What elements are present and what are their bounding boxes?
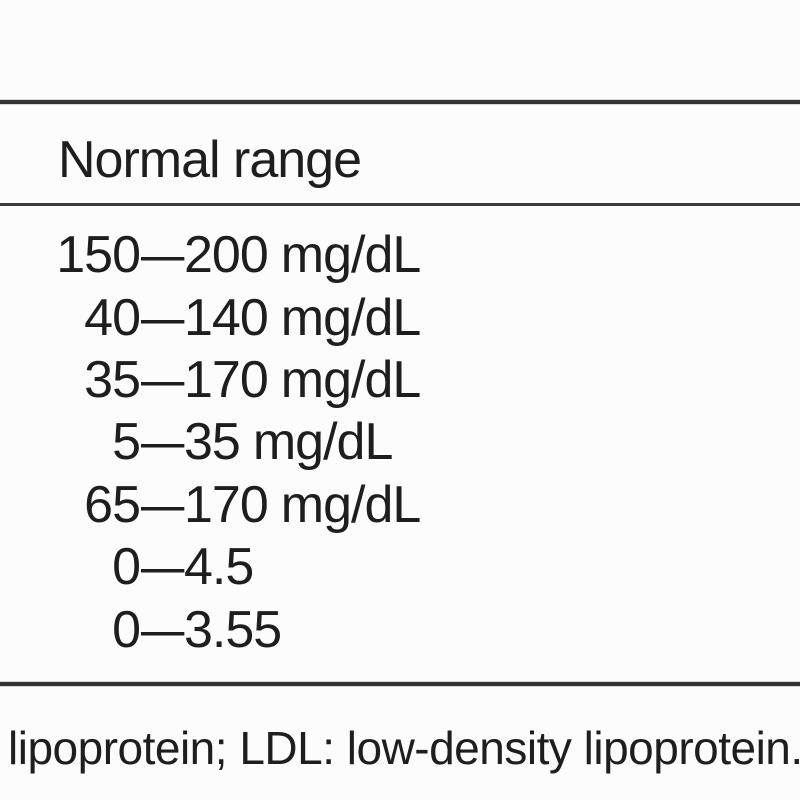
range-low: 40 — [84, 288, 141, 347]
range-dash: – — [141, 475, 184, 534]
table-row: 40 – 140 mg/dL — [0, 286, 800, 348]
range-unit: mg/dL — [280, 288, 422, 347]
range-high: 170 — [184, 350, 269, 409]
range-high: 35 — [184, 413, 241, 472]
range-low: 150 — [56, 226, 141, 285]
range-dash: – — [141, 226, 184, 285]
table-row: 65 – 170 mg/dL — [0, 474, 800, 536]
range-high: 4.5 — [184, 538, 254, 597]
table-row: 0 – 4.5 — [0, 536, 800, 598]
range-low: 0 — [112, 538, 141, 597]
table-row: 0 – 3.55 — [0, 598, 800, 660]
range-low: 65 — [84, 475, 141, 534]
footnote-text: lipoprotein; LDL: low-density lipoprotei… — [8, 722, 800, 774]
range-dash: – — [141, 538, 184, 597]
table-row: 35 – 170 mg/dL — [0, 349, 800, 411]
range-unit: mg/dL — [280, 475, 422, 534]
table-footnote: lipoprotein; LDL: low-density lipoprotei… — [8, 722, 800, 774]
range-dash: – — [141, 600, 184, 659]
column-header-normal-range: Normal range — [58, 129, 362, 191]
column-header-label: Normal range — [58, 131, 362, 189]
range-dash: – — [141, 350, 184, 409]
table-bottom-rule — [0, 682, 800, 686]
range-low: 5 — [112, 413, 141, 472]
range-low: 0 — [112, 600, 141, 659]
range-high: 170 — [184, 475, 269, 534]
header-separator-rule — [0, 203, 800, 206]
table-row: 150 – 200 mg/dL — [0, 224, 800, 286]
range-unit: mg/dL — [280, 350, 422, 409]
normal-range-column: 150 – 200 mg/dL 40 – 140 mg/dL 35 – 170 … — [0, 224, 800, 661]
range-unit: mg/dL — [280, 226, 422, 285]
range-dash: – — [141, 413, 184, 472]
range-high: 140 — [184, 288, 269, 347]
table-top-rule — [0, 100, 800, 104]
range-low: 35 — [84, 350, 141, 409]
range-high: 200 — [184, 226, 269, 285]
range-high: 3.55 — [184, 600, 282, 659]
table-row: 5 – 35 mg/dL — [0, 411, 800, 473]
range-dash: – — [141, 288, 184, 347]
range-unit: mg/dL — [252, 413, 394, 472]
